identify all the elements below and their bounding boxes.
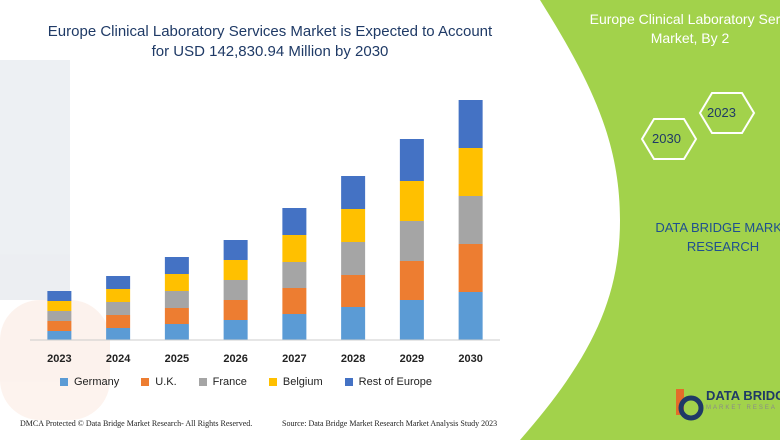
brand-line2: RESEARCH bbox=[686, 239, 760, 254]
legend-swatch bbox=[344, 378, 353, 386]
x-tick-label: 2028 bbox=[341, 353, 365, 365]
x-tick-label: 2023 bbox=[47, 353, 71, 365]
bar-segment-2023-rest-of-europe bbox=[47, 291, 72, 301]
bar-segment-2025-belgium bbox=[164, 274, 189, 291]
x-tick-label: 2026 bbox=[223, 353, 247, 365]
chart-legend: Germany U.K. France Belgium Rest of Europe bbox=[60, 376, 454, 388]
bar-segment-2024-u-k- bbox=[106, 315, 131, 328]
bar-segment-2025-germany bbox=[164, 324, 189, 340]
bar-segment-2026-rest-of-europe bbox=[223, 240, 248, 260]
right-panel-title: Europe Clinical Laboratory Servi Market,… bbox=[560, 10, 780, 48]
right-panel-brand: DATA BRIDGE MARKE RESEARCH bbox=[638, 218, 780, 256]
bar-segment-2030-rest-of-europe bbox=[458, 100, 483, 148]
logo-subtext: MARKET RESEA bbox=[706, 405, 777, 411]
brand-line1: DATA BRIDGE MARKE bbox=[655, 220, 780, 235]
legend-label: Germany bbox=[74, 376, 120, 388]
bar-segment-2027-belgium bbox=[282, 235, 307, 262]
x-tick-label: 2024 bbox=[106, 353, 131, 365]
legend-label: Rest of Europe bbox=[358, 376, 433, 388]
bar-segment-2023-germany bbox=[47, 331, 72, 340]
bar-segment-2024-belgium bbox=[106, 289, 131, 302]
legend-item: Belgium bbox=[268, 376, 323, 388]
bar-segment-2029-france bbox=[399, 221, 424, 261]
bar-segment-2024-rest-of-europe bbox=[106, 276, 131, 289]
bar-segment-2029-u-k- bbox=[399, 261, 424, 300]
x-tick-label: 2025 bbox=[165, 353, 189, 365]
bar-segment-2029-germany bbox=[399, 300, 424, 340]
chart-title: Europe Clinical Laboratory Services Mark… bbox=[30, 22, 510, 62]
legend-item: Rest of Europe bbox=[344, 376, 433, 388]
bar-segment-2030-germany bbox=[458, 292, 483, 340]
bar-segment-2028-rest-of-europe bbox=[341, 176, 366, 209]
bar-segment-2025-france bbox=[164, 291, 189, 308]
footer-copyright: DMCA Protected © Data Bridge Market Rese… bbox=[20, 419, 253, 428]
x-tick-label: 2030 bbox=[458, 353, 482, 365]
stacked-bar-chart: 2023 2024 2025 2026 2027 2028 2029 2030 bbox=[30, 100, 500, 365]
bar-segment-2025-rest-of-europe bbox=[164, 257, 189, 274]
legend-swatch bbox=[268, 378, 277, 386]
bar-segment-2024-germany bbox=[106, 328, 131, 340]
green-panel bbox=[520, 0, 780, 440]
bar-segment-2023-france bbox=[47, 311, 72, 321]
legend-swatch bbox=[141, 378, 150, 386]
legend-swatch bbox=[60, 378, 68, 386]
legend-item: France bbox=[198, 376, 247, 388]
bar-segment-2030-belgium bbox=[458, 148, 483, 196]
bar-segment-2030-france bbox=[458, 196, 483, 244]
footer-source: Source: Data Bridge Market Research Mark… bbox=[282, 419, 498, 428]
legend-item: Germany bbox=[60, 376, 119, 388]
legend-swatch bbox=[198, 378, 207, 386]
bar-segment-2027-u-k- bbox=[282, 288, 307, 314]
watermark bbox=[0, 60, 110, 420]
bar-segment-2026-germany bbox=[223, 320, 248, 340]
right-title-line1: Europe Clinical Laboratory Servi bbox=[589, 11, 780, 27]
legend-label: Belgium bbox=[282, 376, 323, 388]
bar-segment-2027-germany bbox=[282, 314, 307, 340]
bar-segment-2027-rest-of-europe bbox=[282, 208, 307, 235]
hex-label-2030: 2030 bbox=[652, 131, 681, 146]
x-tick-label: 2029 bbox=[400, 353, 424, 365]
x-tick-label: 2027 bbox=[282, 353, 306, 365]
logo-text: DATA BRIDG bbox=[706, 388, 780, 403]
bar-segment-2029-rest-of-europe bbox=[399, 139, 424, 181]
bar-segment-2025-u-k- bbox=[164, 308, 189, 324]
chart-title-line2: for USD 142,830.94 Million by 2030 bbox=[151, 43, 389, 60]
bar-segment-2026-belgium bbox=[223, 260, 248, 280]
legend-label: France bbox=[212, 376, 247, 388]
bar-segment-2028-germany bbox=[341, 307, 366, 340]
bar-segment-2028-france bbox=[341, 242, 366, 275]
bar-segment-2029-belgium bbox=[399, 181, 424, 221]
bar-segment-2030-u-k- bbox=[458, 244, 483, 292]
bar-segment-2028-u-k- bbox=[341, 275, 366, 307]
hexagon-2023 bbox=[698, 92, 756, 134]
hexagon-2030 bbox=[640, 118, 698, 160]
bar-segment-2023-u-k- bbox=[47, 321, 72, 331]
right-title-line2: Market, By 2 bbox=[650, 30, 730, 46]
bar-segment-2026-u-k- bbox=[223, 300, 248, 320]
bar-segment-2023-belgium bbox=[47, 301, 72, 311]
legend-label: U.K. bbox=[155, 376, 177, 388]
chart-title-line1: Europe Clinical Laboratory Services Mark… bbox=[47, 23, 493, 40]
logo-mark bbox=[676, 389, 704, 421]
bar-segment-2026-france bbox=[223, 280, 248, 300]
bar-segment-2028-belgium bbox=[341, 209, 366, 242]
hex-label-2023: 2023 bbox=[707, 105, 736, 120]
legend-item: U.K. bbox=[141, 376, 177, 388]
bar-segment-2024-france bbox=[106, 302, 131, 315]
bar-segment-2027-france bbox=[282, 262, 307, 288]
